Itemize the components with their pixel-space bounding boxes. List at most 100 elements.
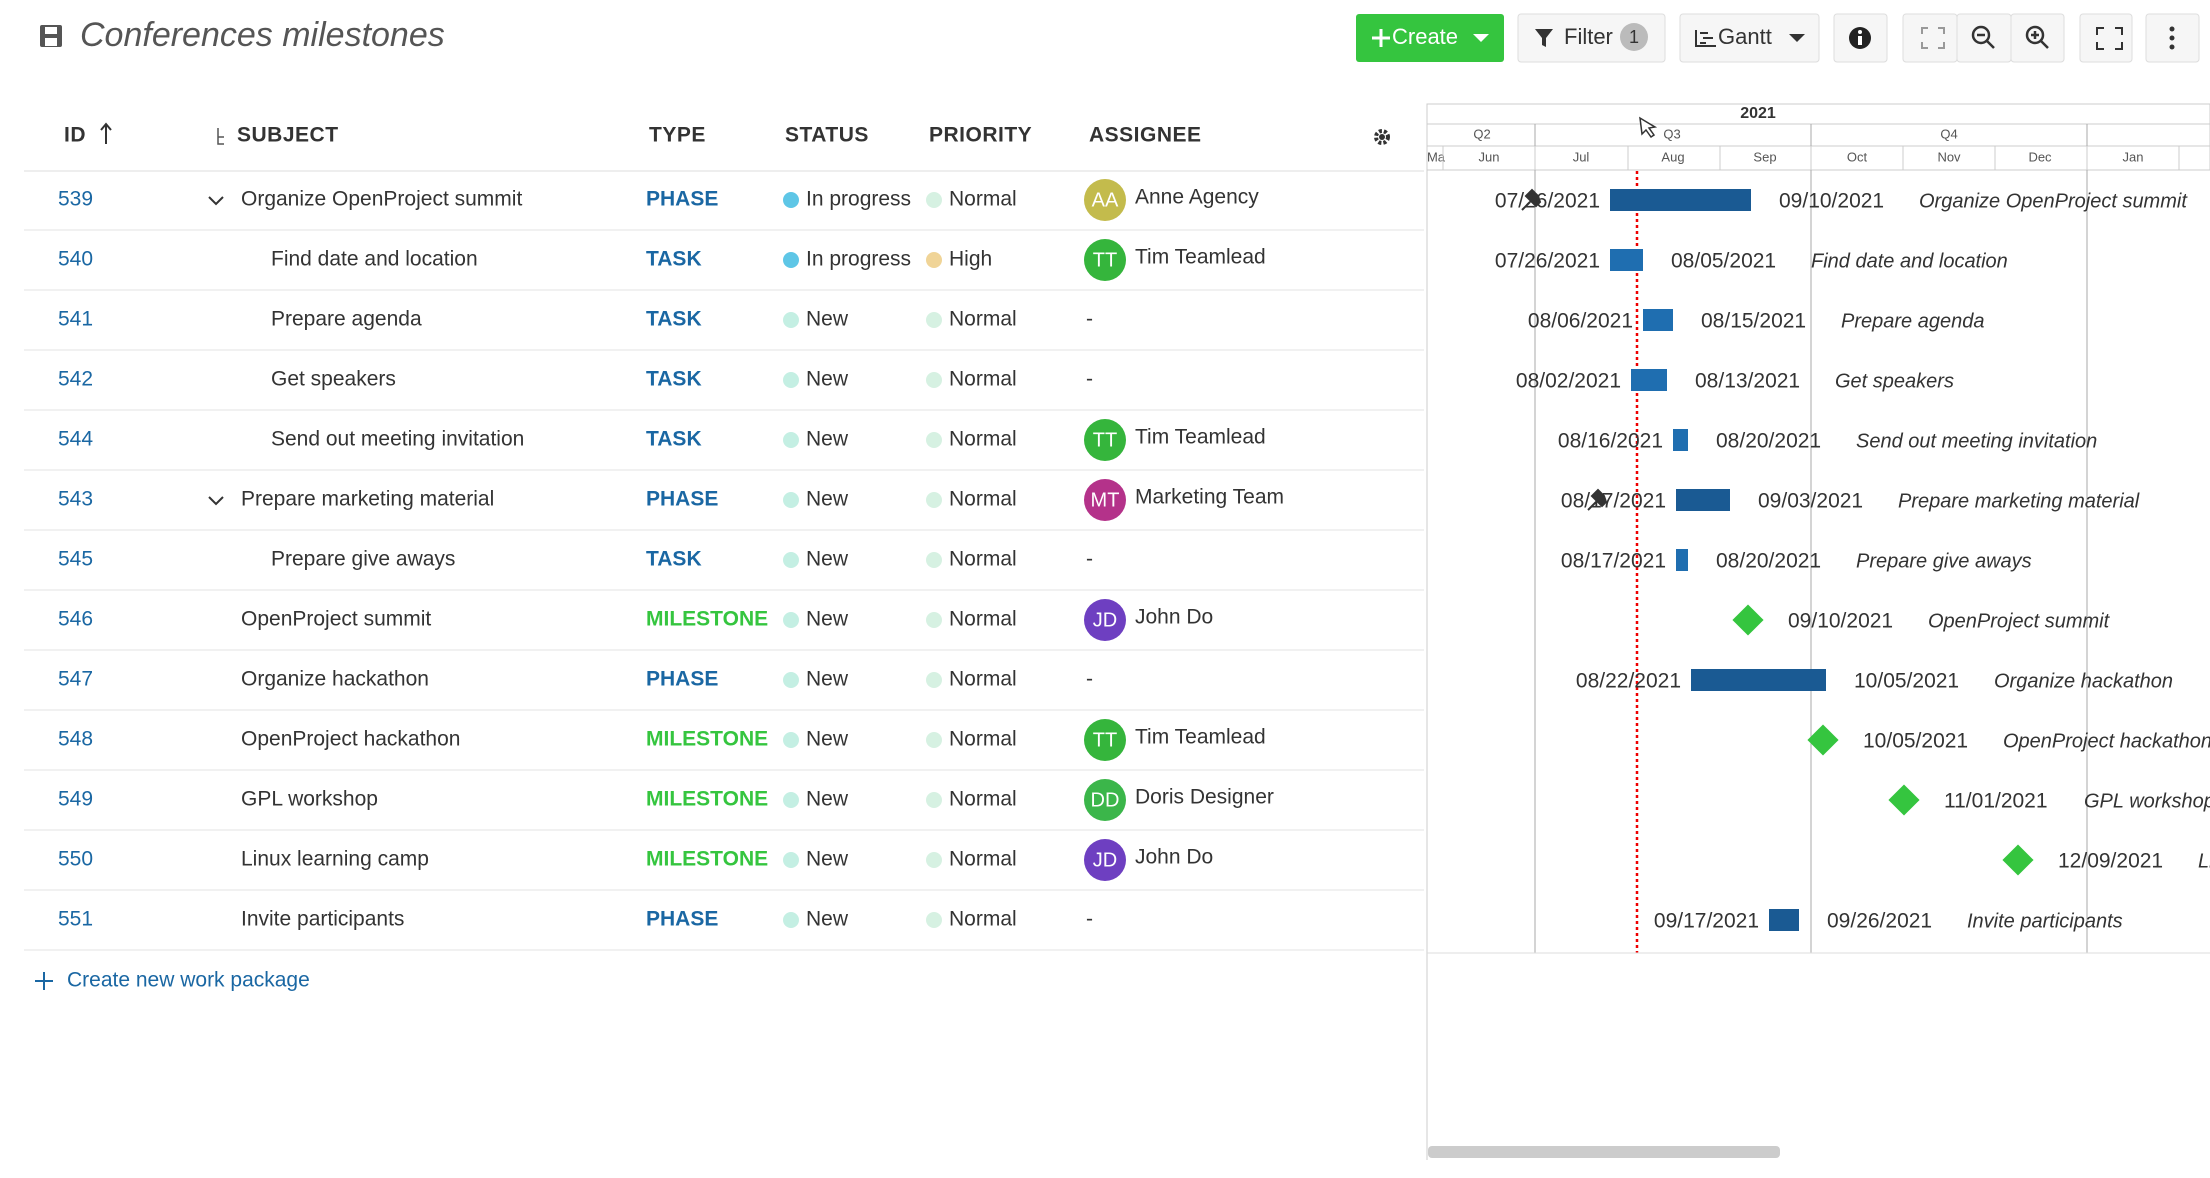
- zoom-out-button[interactable]: [1956, 13, 2012, 63]
- subject[interactable]: Prepare give aways: [271, 548, 455, 571]
- hierarchy-icon[interactable]: [217, 128, 224, 145]
- work-package-id[interactable]: 540: [58, 248, 93, 271]
- end-date: 08/20/2021: [1716, 430, 1821, 453]
- gantt-bar[interactable]: [1769, 909, 1799, 931]
- column-header[interactable]: SUBJECT: [237, 124, 339, 147]
- info-button[interactable]: [1833, 13, 1888, 63]
- gantt-bar[interactable]: [1610, 249, 1643, 271]
- start-date: 08/02/2021: [1516, 370, 1621, 393]
- expand-chevron[interactable]: [208, 496, 224, 506]
- work-package-id[interactable]: 550: [58, 848, 93, 871]
- filter-button[interactable]: Filter 1: [1517, 13, 1666, 63]
- start-date: 08/17/2021: [1561, 550, 1666, 573]
- status: New: [806, 788, 849, 811]
- work-package-id[interactable]: 548: [58, 728, 93, 751]
- gantt-subject: Organize hackathon: [1994, 670, 2173, 692]
- subject[interactable]: Find date and location: [271, 248, 478, 271]
- end-date: 08/15/2021: [1701, 310, 1806, 333]
- gantt-subject: Prepare give aways: [1856, 550, 2032, 572]
- expand-chevron[interactable]: [208, 196, 224, 206]
- column-header[interactable]: STATUS: [785, 124, 869, 147]
- filter-count: 1: [1629, 27, 1639, 47]
- create-work-package[interactable]: Create new work package: [35, 969, 310, 992]
- gantt-bar[interactable]: [1643, 309, 1673, 331]
- subject[interactable]: Linux learning camp: [241, 848, 429, 871]
- priority: High: [949, 248, 992, 271]
- gantt-subject: GPL workshop: [2084, 790, 2210, 812]
- assignee: Tim Teamlead: [1135, 246, 1266, 269]
- milestone[interactable]: [1732, 604, 1764, 636]
- gantt-bar[interactable]: [1610, 189, 1751, 211]
- work-package-id[interactable]: 541: [58, 308, 93, 331]
- gantt-bar[interactable]: [1673, 429, 1688, 451]
- column-header[interactable]: PRIORITY: [929, 124, 1032, 147]
- subject[interactable]: GPL workshop: [241, 788, 378, 811]
- subject[interactable]: Organize OpenProject summit: [241, 188, 522, 211]
- priority: Normal: [949, 548, 1017, 571]
- subject[interactable]: Get speakers: [271, 368, 396, 391]
- work-package-id[interactable]: 547: [58, 668, 93, 691]
- status-dot: [783, 672, 799, 688]
- end-date: 08/05/2021: [1671, 250, 1776, 273]
- view-button[interactable]: Gantt: [1679, 13, 1820, 63]
- end-date: 08/20/2021: [1716, 550, 1821, 573]
- gantt-bar[interactable]: [1691, 669, 1826, 691]
- end-date: 09/26/2021: [1827, 910, 1932, 933]
- assignee: John Do: [1135, 606, 1213, 629]
- work-package-id[interactable]: 549: [58, 788, 93, 811]
- work-package-id[interactable]: 539: [58, 188, 93, 211]
- type: TASK: [646, 308, 702, 331]
- fit-button[interactable]: [1902, 13, 1958, 63]
- fullscreen-button[interactable]: [2079, 13, 2133, 63]
- scrollbar[interactable]: [1428, 1146, 1780, 1158]
- milestone[interactable]: [1888, 784, 1920, 816]
- avatar: [1084, 479, 1126, 521]
- create-work-package-label[interactable]: Create new work package: [67, 969, 310, 992]
- status: New: [806, 428, 849, 451]
- work-package-id[interactable]: 546: [58, 608, 93, 631]
- view-label: Gantt: [1718, 24, 1772, 49]
- year-label: 2021: [1740, 105, 1776, 122]
- priority-dot: [926, 732, 942, 748]
- subject[interactable]: Send out meeting invitation: [271, 428, 524, 451]
- avatar: [1084, 839, 1126, 881]
- month-label: Sep: [1753, 149, 1776, 164]
- work-package-id[interactable]: 544: [58, 428, 93, 451]
- gantt-subject: Find date and location: [1811, 250, 2008, 272]
- subject[interactable]: OpenProject summit: [241, 608, 431, 631]
- work-package-id[interactable]: 551: [58, 908, 93, 931]
- milestone[interactable]: [1807, 724, 1839, 756]
- subject[interactable]: Organize hackathon: [241, 668, 429, 691]
- type: TASK: [646, 428, 702, 451]
- avatar-initials: TT: [1093, 249, 1117, 271]
- timeline-header: [1426, 103, 2210, 171]
- work-package-id[interactable]: 545: [58, 548, 93, 571]
- milestone[interactable]: [2002, 844, 2034, 876]
- subject[interactable]: OpenProject hackathon: [241, 728, 460, 751]
- priority-dot: [926, 912, 942, 928]
- gantt-bar[interactable]: [1676, 549, 1688, 571]
- column-header[interactable]: ASSIGNEE: [1089, 124, 1202, 147]
- milestone-date: 09/10/2021: [1788, 610, 1893, 633]
- gantt-bar[interactable]: [1676, 489, 1730, 511]
- gantt-subject: Prepare agenda: [1841, 310, 1984, 332]
- work-package-id[interactable]: 542: [58, 368, 93, 391]
- zoom-in-button[interactable]: [2010, 13, 2065, 63]
- assignee: -: [1086, 908, 1093, 931]
- gantt-bar[interactable]: [1631, 369, 1667, 391]
- milestone-date: 12/09/2021: [2058, 850, 2163, 873]
- type: TASK: [646, 368, 702, 391]
- assignee: John Do: [1135, 846, 1213, 869]
- subject[interactable]: Prepare agenda: [271, 308, 422, 331]
- save-icon[interactable]: [40, 25, 62, 47]
- settings-icon[interactable]: [1374, 129, 1390, 145]
- column-header[interactable]: ID: [64, 124, 86, 147]
- more-button[interactable]: [2145, 13, 2200, 63]
- priority: Normal: [949, 188, 1017, 211]
- subject[interactable]: Prepare marketing material: [241, 488, 494, 511]
- create-button[interactable]: Create: [1356, 14, 1504, 62]
- work-package-id[interactable]: 543: [58, 488, 93, 511]
- column-header[interactable]: TYPE: [649, 124, 706, 147]
- subject[interactable]: Invite participants: [241, 908, 404, 931]
